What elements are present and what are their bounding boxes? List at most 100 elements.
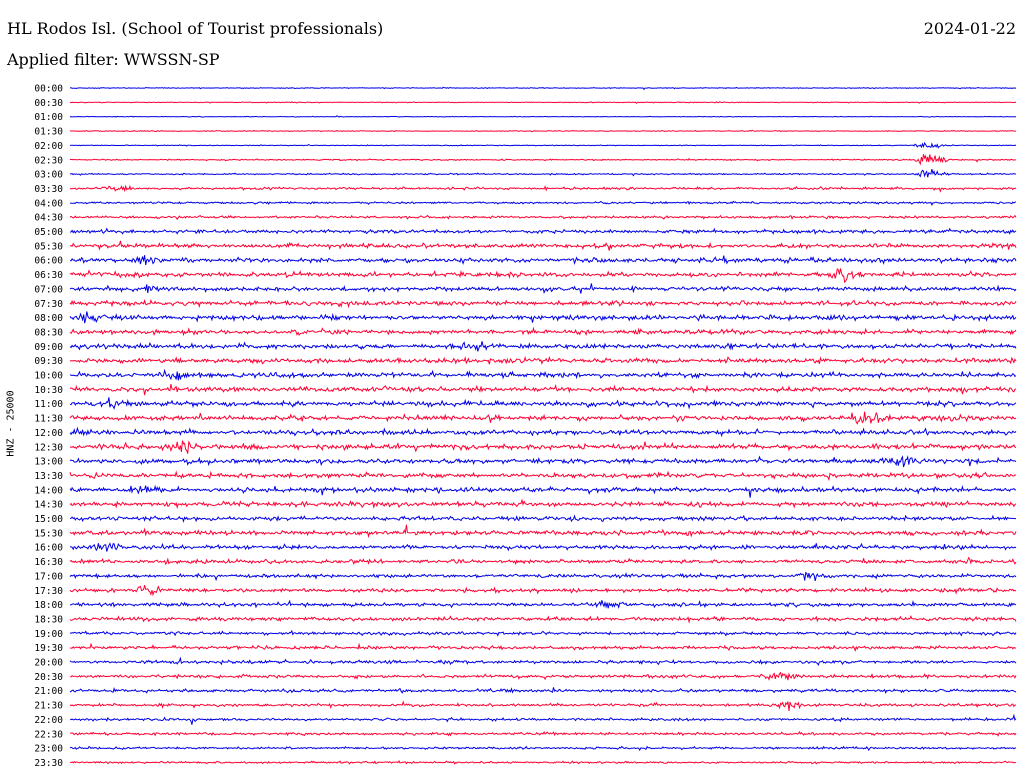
trace-line-1800 <box>69 599 1017 610</box>
row-time-label: 11:30 <box>34 414 63 425</box>
filter-label: Applied filter: WWSSN-SP <box>7 50 220 69</box>
row-time-label: 13:00 <box>34 457 63 468</box>
trace-line-1300 <box>69 455 1017 468</box>
trace-line-0000 <box>69 86 1017 91</box>
trace-line-0030 <box>69 101 1017 105</box>
row-time-label: 17:30 <box>34 586 63 597</box>
row-time-label: 14:30 <box>34 500 63 511</box>
row-time-label: 20:00 <box>34 658 63 669</box>
row-time-label: 02:30 <box>34 155 63 166</box>
trace-line-0400 <box>69 200 1017 206</box>
trace-line-0530 <box>69 240 1017 251</box>
row-time-label: 18:30 <box>34 614 63 625</box>
row-time-label: 06:00 <box>34 256 63 267</box>
trace-line-0330 <box>69 184 1017 193</box>
row-time-label: 21:30 <box>34 701 63 712</box>
trace-line-1500 <box>69 514 1016 523</box>
row-time-label: 07:30 <box>34 299 63 310</box>
trace-line-0730 <box>69 298 1017 309</box>
station-title: HL Rodos Isl. (School of Tourist profess… <box>7 19 384 38</box>
trace-line-0500 <box>69 227 1017 235</box>
trace-line-2300 <box>69 745 1016 752</box>
row-time-label: 09:00 <box>34 342 63 353</box>
row-time-label: 22:30 <box>34 729 63 740</box>
row-time-label: 06:30 <box>34 270 63 281</box>
row-time-label: 19:30 <box>34 643 63 654</box>
trace-line-1400 <box>69 484 1017 498</box>
trace-line-2030 <box>69 671 1017 681</box>
row-time-label: 15:30 <box>34 528 63 539</box>
row-time-label: 17:00 <box>34 571 63 582</box>
row-time-label: 05:30 <box>34 241 63 252</box>
row-time-label: 04:00 <box>34 198 63 209</box>
trace-line-1930 <box>69 642 1017 652</box>
row-time-label: 13:30 <box>34 471 63 482</box>
trace-line-1030 <box>69 383 1017 396</box>
row-time-label: 21:00 <box>34 686 63 697</box>
trace-line-0300 <box>70 168 1017 178</box>
trace-line-2000 <box>69 656 1017 667</box>
row-time-label: 15:00 <box>34 514 63 525</box>
trace-line-0600 <box>70 255 1017 266</box>
trace-line-1730 <box>69 585 1017 597</box>
trace-line-0130 <box>69 129 1017 133</box>
trace-line-1330 <box>69 470 1017 482</box>
row-time-label: 03:30 <box>34 184 63 195</box>
trace-line-1430 <box>69 498 1017 510</box>
trace-line-0430 <box>69 214 1017 221</box>
row-time-label: 23:00 <box>34 744 63 755</box>
trace-line-1700 <box>69 571 1017 582</box>
row-time-label: 08:00 <box>34 313 63 324</box>
row-time-label: 18:00 <box>34 600 63 611</box>
row-time-label: 11:00 <box>34 399 63 410</box>
trace-line-2200 <box>69 713 1017 725</box>
row-time-label: 07:00 <box>34 284 63 295</box>
row-time-label: 01:00 <box>34 112 63 123</box>
row-time-label: 10:30 <box>34 385 63 396</box>
row-time-label: 12:00 <box>34 428 63 439</box>
row-time-label: 10:00 <box>34 371 63 382</box>
trace-line-1000 <box>69 368 1017 381</box>
row-time-label: 23:30 <box>34 758 63 769</box>
row-time-label: 20:30 <box>34 672 63 683</box>
row-time-label: 00:00 <box>34 84 63 95</box>
record-date: 2024-01-22 <box>923 19 1016 38</box>
row-time-label: 16:30 <box>34 557 63 568</box>
trace-line-1600 <box>69 542 1017 552</box>
row-time-label: 05:00 <box>34 227 63 238</box>
trace-line-2130 <box>69 700 1017 712</box>
row-time-label: 22:00 <box>34 715 63 726</box>
row-time-label: 14:00 <box>34 485 63 496</box>
row-time-label: 04:30 <box>34 213 63 224</box>
trace-line-1200 <box>69 426 1017 438</box>
row-time-label: 01:30 <box>34 127 63 138</box>
row-time-label: 03:00 <box>34 170 63 181</box>
trace-line-1630 <box>69 556 1017 566</box>
row-time-label: 08:30 <box>34 327 63 338</box>
trace-line-1100 <box>69 397 1017 410</box>
row-time-label: 00:30 <box>34 98 63 109</box>
trace-line-0800 <box>69 311 1017 324</box>
trace-line-2230 <box>69 730 1017 737</box>
trace-line-0630 <box>69 267 1017 284</box>
trace-line-1530 <box>69 524 1017 539</box>
trace-line-1230 <box>69 440 1017 454</box>
trace-line-1130 <box>69 411 1017 425</box>
row-time-label: 12:30 <box>34 442 63 453</box>
trace-line-0830 <box>69 326 1017 337</box>
row-time-label: 16:00 <box>34 543 63 554</box>
row-time-label: 02:00 <box>34 141 63 152</box>
trace-line-1900 <box>69 629 1017 637</box>
trace-line-2100 <box>69 687 1017 694</box>
row-time-label: 19:00 <box>34 629 63 640</box>
trace-line-0700 <box>69 283 1017 294</box>
trace-line-0100 <box>69 115 1017 118</box>
trace-line-1830 <box>69 615 1017 624</box>
trace-line-0200 <box>69 141 1017 149</box>
row-time-label: 09:30 <box>34 356 63 367</box>
trace-line-0930 <box>69 355 1017 365</box>
trace-line-2330 <box>69 760 1017 765</box>
trace-line-0230 <box>69 154 1017 166</box>
trace-line-0900 <box>69 341 1017 352</box>
